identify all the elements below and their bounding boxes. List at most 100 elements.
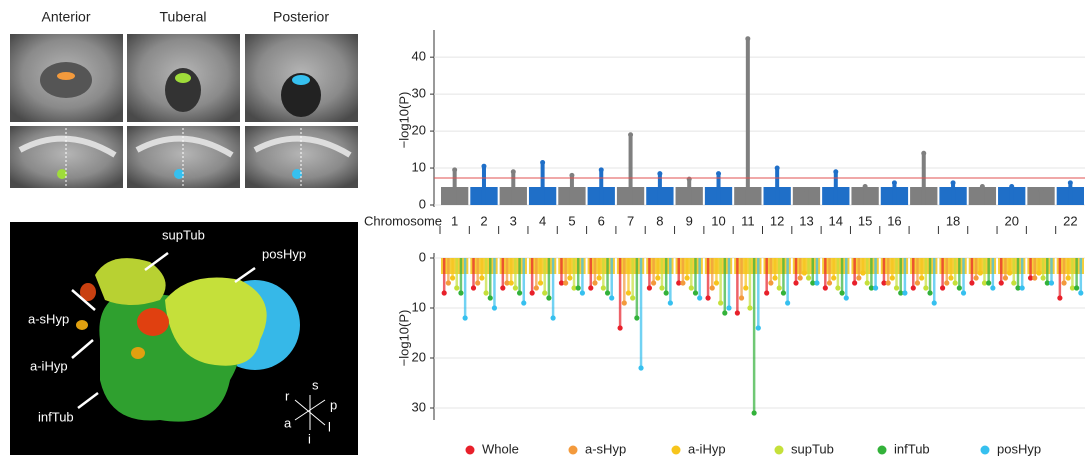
peak-point <box>567 275 573 281</box>
x-tick-label: 9 <box>686 213 693 228</box>
peak-column <box>481 166 486 205</box>
region-label: posHyp <box>262 246 306 261</box>
peak-column <box>628 134 633 205</box>
y-tick-label: 10 <box>412 159 426 174</box>
peak-point <box>1074 285 1080 291</box>
peak-point <box>881 280 887 286</box>
peak-point <box>655 275 661 281</box>
peak-point <box>939 285 946 291</box>
axis-letter: r <box>285 388 290 403</box>
peak-point <box>944 280 950 286</box>
x-tick-label: 18 <box>946 213 960 228</box>
peak-point <box>458 290 464 296</box>
peak-point <box>529 290 535 296</box>
peak-point <box>617 325 623 331</box>
peak-point <box>510 169 516 175</box>
peak-point <box>1009 184 1015 190</box>
peak-point <box>500 285 506 291</box>
peak-point <box>734 310 740 316</box>
peak-point <box>540 160 546 165</box>
legend-swatch <box>774 445 784 455</box>
x-tick-label: 4 <box>539 213 546 228</box>
peak-point <box>504 280 510 286</box>
x-tick-label: 3 <box>510 213 517 228</box>
peak-column <box>452 169 457 205</box>
peak-point <box>441 290 447 296</box>
peak-column <box>716 173 721 205</box>
y-axis-label: −log10(P) <box>396 92 411 149</box>
peak-column <box>599 169 604 205</box>
peak-point <box>651 280 657 286</box>
x-tick-label: 13 <box>799 213 813 228</box>
peak-point <box>902 290 908 296</box>
peak-column <box>775 168 780 205</box>
peak-point <box>680 280 686 286</box>
peak-point <box>667 300 673 306</box>
y-tick-label: 0 <box>419 249 426 264</box>
peak-point <box>743 285 749 291</box>
peak-point <box>537 280 544 286</box>
peak-point <box>445 280 451 286</box>
peak-column <box>657 173 662 205</box>
peak-point <box>550 315 556 321</box>
axis-letter: p <box>330 397 337 412</box>
region-label: a-sHyp <box>28 311 69 326</box>
peak-point <box>1078 290 1084 296</box>
image-label: Posterior <box>273 9 329 25</box>
3d-render: supTub posHyp a-sHyp a-iHyp infTub s r p… <box>10 222 358 455</box>
peak-point <box>475 280 481 286</box>
peak-point <box>1038 187 1044 193</box>
peak-point <box>600 285 606 291</box>
peak-point <box>592 280 598 286</box>
axis-letter: s <box>312 377 319 392</box>
peak-point <box>919 275 925 281</box>
peak-point <box>893 285 900 291</box>
legend-label: a-sHyp <box>585 441 626 456</box>
x-tick-label: 8 <box>656 213 663 228</box>
peak-point <box>776 285 782 291</box>
peak-point <box>751 410 757 416</box>
peak-point <box>910 285 916 291</box>
peak-point <box>1019 285 1025 291</box>
y-axis-label: −log10(P) <box>396 310 411 367</box>
peak-point <box>969 280 975 286</box>
region-label: supTub <box>162 227 205 242</box>
peak-point <box>676 280 682 286</box>
peak-point <box>960 290 967 296</box>
peak-point <box>862 184 868 190</box>
peak-point <box>977 270 983 276</box>
x-tick-label: 11 <box>741 213 755 228</box>
peak-point <box>774 165 780 171</box>
x-tick-label: 12 <box>770 213 784 228</box>
peak-column <box>921 153 926 205</box>
peak-column <box>569 175 574 205</box>
peak-point <box>889 275 895 281</box>
mri-images <box>10 34 358 188</box>
peak-point <box>462 315 468 321</box>
region-label: infTub <box>38 409 74 424</box>
peak-column <box>1068 182 1073 205</box>
peak-point <box>914 280 921 286</box>
region-label: a-iHyp <box>30 358 68 373</box>
peak-point <box>805 275 812 281</box>
legend-swatch <box>671 445 681 455</box>
peak-point <box>628 132 634 138</box>
peak-point <box>563 280 569 286</box>
peak-point <box>659 285 665 291</box>
peak-point <box>1036 270 1042 276</box>
peak-point <box>814 280 820 286</box>
peak-point <box>1007 270 1013 276</box>
peak-point <box>454 285 460 291</box>
peak-point <box>470 285 477 291</box>
peak-point <box>764 290 770 296</box>
peak-point <box>688 285 694 291</box>
x-tick-label: 22 <box>1063 213 1077 228</box>
peak-point <box>950 180 956 186</box>
peak-point <box>921 150 927 156</box>
legend-swatch <box>877 445 887 455</box>
peak-point <box>979 184 985 190</box>
peak-point <box>588 285 594 291</box>
y-tick-label: 30 <box>412 399 426 414</box>
peak-point <box>479 275 485 281</box>
peak-point <box>638 365 644 371</box>
